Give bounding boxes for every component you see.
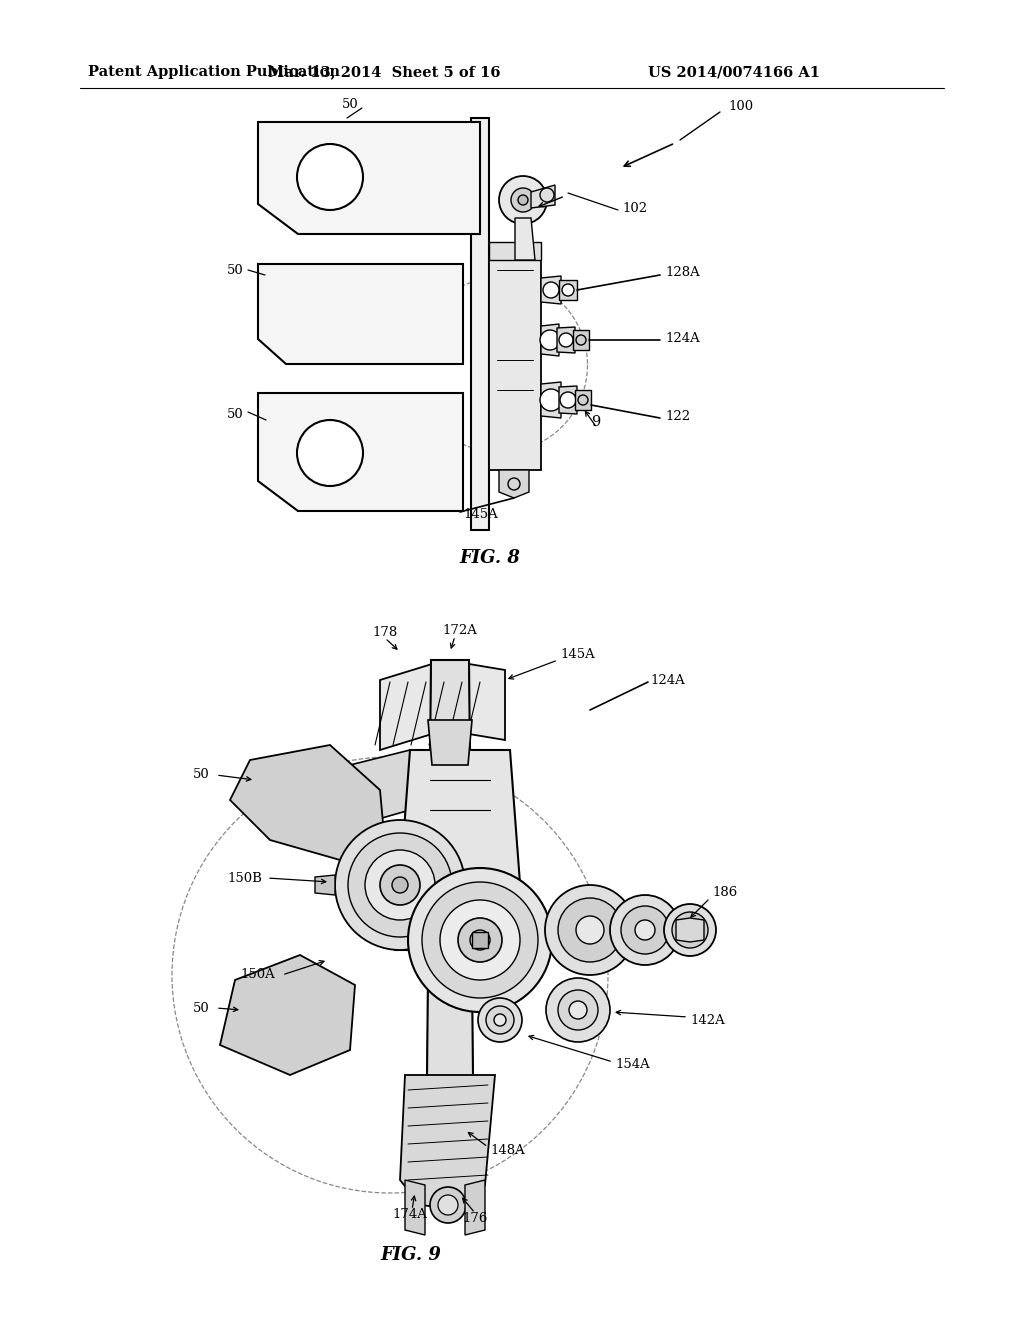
Polygon shape [515, 218, 535, 260]
Polygon shape [258, 393, 463, 511]
Circle shape [635, 920, 655, 940]
Circle shape [546, 978, 610, 1041]
Text: Mar. 13, 2014  Sheet 5 of 16: Mar. 13, 2014 Sheet 5 of 16 [267, 65, 501, 79]
Text: 9: 9 [592, 414, 601, 429]
Circle shape [422, 882, 538, 998]
Text: 154A: 154A [615, 1059, 650, 1072]
Circle shape [575, 916, 604, 944]
Text: FIG. 9: FIG. 9 [380, 1246, 441, 1265]
Polygon shape [676, 917, 705, 942]
Circle shape [569, 1001, 587, 1019]
Polygon shape [258, 121, 480, 234]
Polygon shape [541, 381, 561, 418]
Circle shape [430, 1187, 466, 1224]
Text: 102: 102 [622, 202, 647, 214]
Polygon shape [557, 327, 575, 352]
Polygon shape [315, 875, 335, 895]
Circle shape [540, 389, 562, 411]
Text: 124A: 124A [650, 673, 685, 686]
Circle shape [559, 333, 573, 347]
Text: 176: 176 [462, 1212, 487, 1225]
Text: 178: 178 [373, 626, 397, 639]
Circle shape [380, 865, 420, 906]
Polygon shape [380, 660, 505, 750]
Polygon shape [400, 1074, 495, 1210]
Circle shape [543, 282, 559, 298]
Polygon shape [489, 260, 541, 470]
Polygon shape [330, 750, 410, 830]
Polygon shape [465, 1180, 485, 1236]
Text: US 2014/0074166 A1: US 2014/0074166 A1 [648, 65, 820, 79]
Polygon shape [220, 954, 355, 1074]
Circle shape [440, 900, 520, 979]
Polygon shape [541, 323, 559, 356]
Circle shape [610, 895, 680, 965]
Polygon shape [541, 276, 561, 304]
Text: 50: 50 [227, 408, 244, 421]
Polygon shape [559, 280, 577, 300]
Text: 122: 122 [665, 409, 690, 422]
Polygon shape [406, 1180, 425, 1236]
Circle shape [511, 187, 535, 213]
Text: 150A: 150A [241, 969, 275, 982]
Circle shape [518, 195, 528, 205]
Text: 128A: 128A [665, 267, 699, 280]
Polygon shape [573, 330, 589, 350]
Circle shape [470, 931, 490, 950]
Circle shape [478, 998, 522, 1041]
Text: 148A: 148A [490, 1143, 524, 1156]
Circle shape [494, 1014, 506, 1026]
Circle shape [499, 176, 547, 224]
Circle shape [438, 1195, 458, 1214]
Polygon shape [489, 242, 541, 260]
Circle shape [545, 884, 635, 975]
Polygon shape [428, 719, 472, 766]
Polygon shape [499, 470, 529, 498]
Text: 145A: 145A [560, 648, 595, 661]
Text: 172A: 172A [442, 623, 477, 636]
Circle shape [348, 833, 452, 937]
Text: FIG. 8: FIG. 8 [460, 549, 520, 568]
Circle shape [558, 898, 622, 962]
Circle shape [365, 850, 435, 920]
Circle shape [558, 990, 598, 1030]
Circle shape [297, 420, 362, 486]
Text: 50: 50 [194, 1002, 210, 1015]
Polygon shape [258, 264, 463, 364]
Polygon shape [426, 660, 474, 1180]
Circle shape [540, 330, 560, 350]
Circle shape [621, 906, 669, 954]
Text: 150B: 150B [227, 871, 262, 884]
Circle shape [408, 869, 552, 1012]
Polygon shape [531, 185, 555, 209]
Circle shape [458, 917, 502, 962]
Polygon shape [575, 389, 591, 411]
Text: 174A: 174A [392, 1209, 427, 1221]
Circle shape [335, 820, 465, 950]
Polygon shape [395, 750, 525, 950]
Circle shape [672, 912, 708, 948]
Circle shape [297, 144, 362, 210]
Text: 145A: 145A [463, 507, 498, 520]
Circle shape [560, 392, 575, 408]
Text: 100: 100 [728, 100, 753, 114]
Polygon shape [471, 117, 489, 531]
Text: 50: 50 [342, 99, 358, 111]
Circle shape [486, 1006, 514, 1034]
Circle shape [392, 876, 408, 894]
Text: Patent Application Publication: Patent Application Publication [88, 65, 340, 79]
Polygon shape [230, 744, 385, 861]
Polygon shape [559, 385, 577, 414]
Text: 142A: 142A [690, 1014, 725, 1027]
Text: 186: 186 [712, 886, 737, 899]
Polygon shape [472, 932, 488, 948]
Text: 50: 50 [227, 264, 244, 276]
Text: 124A: 124A [665, 331, 699, 345]
Circle shape [562, 284, 574, 296]
Circle shape [664, 904, 716, 956]
Text: 50: 50 [194, 768, 210, 781]
